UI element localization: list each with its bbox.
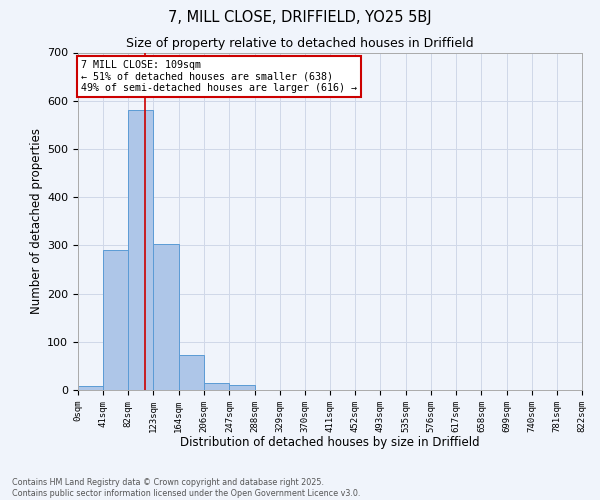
Text: 7 MILL CLOSE: 109sqm
← 51% of detached houses are smaller (638)
49% of semi-deta: 7 MILL CLOSE: 109sqm ← 51% of detached h…: [81, 60, 357, 93]
Bar: [205, 383, 229, 390]
Bar: [103, 250, 128, 390]
Text: Contains HM Land Registry data © Crown copyright and database right 2025.
Contai: Contains HM Land Registry data © Crown c…: [12, 478, 361, 498]
Bar: [78, 386, 103, 390]
Text: Size of property relative to detached houses in Driffield: Size of property relative to detached ho…: [126, 38, 474, 51]
Bar: [128, 110, 154, 390]
Bar: [229, 385, 254, 390]
Bar: [179, 356, 205, 390]
Bar: [154, 244, 179, 390]
X-axis label: Distribution of detached houses by size in Driffield: Distribution of detached houses by size …: [180, 436, 480, 449]
Text: 7, MILL CLOSE, DRIFFIELD, YO25 5BJ: 7, MILL CLOSE, DRIFFIELD, YO25 5BJ: [168, 10, 432, 25]
Y-axis label: Number of detached properties: Number of detached properties: [30, 128, 43, 314]
